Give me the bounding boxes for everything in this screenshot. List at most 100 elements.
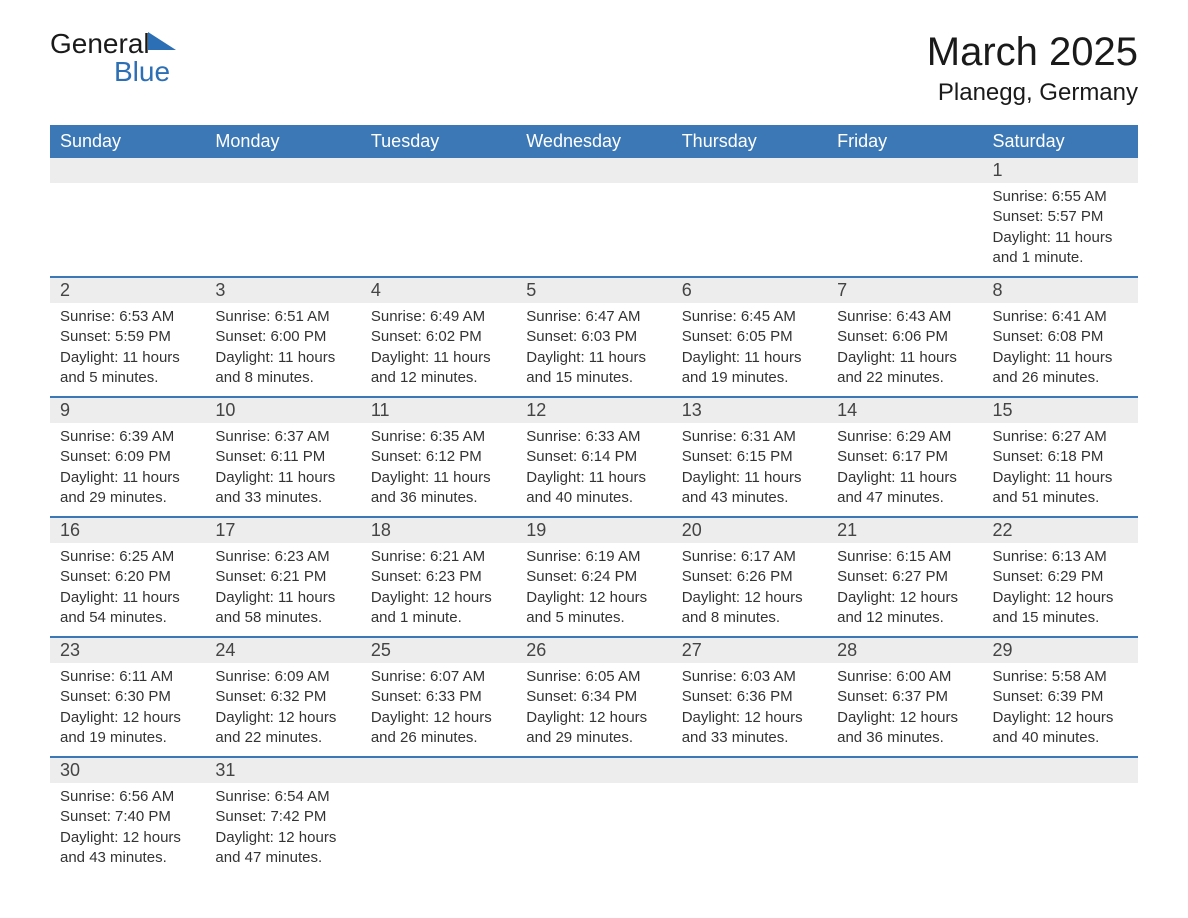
day-number: 16 xyxy=(50,517,205,543)
day-detail: Sunrise: 6:05 AM Sunset: 6:34 PM Dayligh… xyxy=(516,663,671,757)
day-number: 13 xyxy=(672,397,827,423)
day-detail: Sunrise: 6:56 AM Sunset: 7:40 PM Dayligh… xyxy=(50,783,205,876)
day-number xyxy=(827,158,982,183)
day-number: 3 xyxy=(205,277,360,303)
detail-row: Sunrise: 6:53 AM Sunset: 5:59 PM Dayligh… xyxy=(50,303,1138,397)
day-number xyxy=(50,158,205,183)
day-number xyxy=(672,158,827,183)
day-detail xyxy=(983,783,1138,876)
day-detail: Sunrise: 6:09 AM Sunset: 6:32 PM Dayligh… xyxy=(205,663,360,757)
day-number: 18 xyxy=(361,517,516,543)
day-detail: Sunrise: 6:49 AM Sunset: 6:02 PM Dayligh… xyxy=(361,303,516,397)
day-detail: Sunrise: 6:17 AM Sunset: 6:26 PM Dayligh… xyxy=(672,543,827,637)
day-number: 5 xyxy=(516,277,671,303)
day-number: 28 xyxy=(827,637,982,663)
day-detail: Sunrise: 6:41 AM Sunset: 6:08 PM Dayligh… xyxy=(983,303,1138,397)
day-detail: Sunrise: 6:19 AM Sunset: 6:24 PM Dayligh… xyxy=(516,543,671,637)
day-detail: Sunrise: 6:54 AM Sunset: 7:42 PM Dayligh… xyxy=(205,783,360,876)
daynum-row: 16171819202122 xyxy=(50,517,1138,543)
day-detail xyxy=(205,183,360,277)
day-number: 14 xyxy=(827,397,982,423)
day-detail xyxy=(361,183,516,277)
day-detail: Sunrise: 6:23 AM Sunset: 6:21 PM Dayligh… xyxy=(205,543,360,637)
day-number: 17 xyxy=(205,517,360,543)
day-detail: Sunrise: 6:45 AM Sunset: 6:05 PM Dayligh… xyxy=(672,303,827,397)
header: General Blue March 2025 Planegg, Germany xyxy=(50,30,1138,107)
daynum-row: 1 xyxy=(50,158,1138,183)
day-number xyxy=(827,757,982,783)
day-detail: Sunrise: 6:43 AM Sunset: 6:06 PM Dayligh… xyxy=(827,303,982,397)
day-detail: Sunrise: 6:35 AM Sunset: 6:12 PM Dayligh… xyxy=(361,423,516,517)
day-number xyxy=(672,757,827,783)
day-number: 23 xyxy=(50,637,205,663)
day-number xyxy=(361,757,516,783)
day-number: 15 xyxy=(983,397,1138,423)
day-detail xyxy=(827,183,982,277)
day-detail xyxy=(516,783,671,876)
logo-word2: Blue xyxy=(114,56,170,87)
day-detail: Sunrise: 6:53 AM Sunset: 5:59 PM Dayligh… xyxy=(50,303,205,397)
calendar-body: 1Sunrise: 6:55 AM Sunset: 5:57 PM Daylig… xyxy=(50,158,1138,876)
day-detail xyxy=(516,183,671,277)
day-number: 10 xyxy=(205,397,360,423)
day-detail xyxy=(361,783,516,876)
daynum-row: 23242526272829 xyxy=(50,637,1138,663)
day-number: 26 xyxy=(516,637,671,663)
title-block: March 2025 Planegg, Germany xyxy=(927,30,1138,107)
day-detail: Sunrise: 6:25 AM Sunset: 6:20 PM Dayligh… xyxy=(50,543,205,637)
weekday-header: Tuesday xyxy=(361,125,516,158)
day-number: 9 xyxy=(50,397,205,423)
day-detail xyxy=(672,783,827,876)
day-number: 12 xyxy=(516,397,671,423)
day-number: 29 xyxy=(983,637,1138,663)
day-detail: Sunrise: 6:11 AM Sunset: 6:30 PM Dayligh… xyxy=(50,663,205,757)
weekday-header: Friday xyxy=(827,125,982,158)
detail-row: Sunrise: 6:25 AM Sunset: 6:20 PM Dayligh… xyxy=(50,543,1138,637)
day-detail: Sunrise: 6:33 AM Sunset: 6:14 PM Dayligh… xyxy=(516,423,671,517)
day-number xyxy=(983,757,1138,783)
logo: General Blue xyxy=(50,30,176,86)
detail-row: Sunrise: 6:55 AM Sunset: 5:57 PM Dayligh… xyxy=(50,183,1138,277)
location: Planegg, Germany xyxy=(927,79,1138,107)
day-number: 31 xyxy=(205,757,360,783)
day-number xyxy=(516,158,671,183)
day-number: 25 xyxy=(361,637,516,663)
weekday-header-row: Sunday Monday Tuesday Wednesday Thursday… xyxy=(50,125,1138,158)
day-detail: Sunrise: 6:00 AM Sunset: 6:37 PM Dayligh… xyxy=(827,663,982,757)
day-number: 21 xyxy=(827,517,982,543)
day-detail: Sunrise: 6:03 AM Sunset: 6:36 PM Dayligh… xyxy=(672,663,827,757)
weekday-header: Thursday xyxy=(672,125,827,158)
logo-word1: General xyxy=(50,28,150,59)
day-detail: Sunrise: 5:58 AM Sunset: 6:39 PM Dayligh… xyxy=(983,663,1138,757)
day-detail xyxy=(50,183,205,277)
day-number: 11 xyxy=(361,397,516,423)
day-number: 24 xyxy=(205,637,360,663)
day-detail: Sunrise: 6:39 AM Sunset: 6:09 PM Dayligh… xyxy=(50,423,205,517)
day-detail: Sunrise: 6:15 AM Sunset: 6:27 PM Dayligh… xyxy=(827,543,982,637)
day-detail: Sunrise: 6:29 AM Sunset: 6:17 PM Dayligh… xyxy=(827,423,982,517)
day-detail: Sunrise: 6:31 AM Sunset: 6:15 PM Dayligh… xyxy=(672,423,827,517)
detail-row: Sunrise: 6:39 AM Sunset: 6:09 PM Dayligh… xyxy=(50,423,1138,517)
day-detail: Sunrise: 6:51 AM Sunset: 6:00 PM Dayligh… xyxy=(205,303,360,397)
weekday-header: Wednesday xyxy=(516,125,671,158)
day-number xyxy=(205,158,360,183)
logo-text: General Blue xyxy=(50,30,176,86)
weekday-header: Monday xyxy=(205,125,360,158)
day-number: 22 xyxy=(983,517,1138,543)
daynum-row: 3031 xyxy=(50,757,1138,783)
day-number: 30 xyxy=(50,757,205,783)
logo-mark-icon xyxy=(148,32,176,50)
day-number: 7 xyxy=(827,277,982,303)
daynum-row: 2345678 xyxy=(50,277,1138,303)
day-number: 1 xyxy=(983,158,1138,183)
day-detail: Sunrise: 6:07 AM Sunset: 6:33 PM Dayligh… xyxy=(361,663,516,757)
day-detail xyxy=(672,183,827,277)
day-number: 27 xyxy=(672,637,827,663)
detail-row: Sunrise: 6:11 AM Sunset: 6:30 PM Dayligh… xyxy=(50,663,1138,757)
daynum-row: 9101112131415 xyxy=(50,397,1138,423)
day-number xyxy=(516,757,671,783)
day-number: 6 xyxy=(672,277,827,303)
day-detail: Sunrise: 6:47 AM Sunset: 6:03 PM Dayligh… xyxy=(516,303,671,397)
day-number xyxy=(361,158,516,183)
month-title: March 2025 xyxy=(927,30,1138,75)
